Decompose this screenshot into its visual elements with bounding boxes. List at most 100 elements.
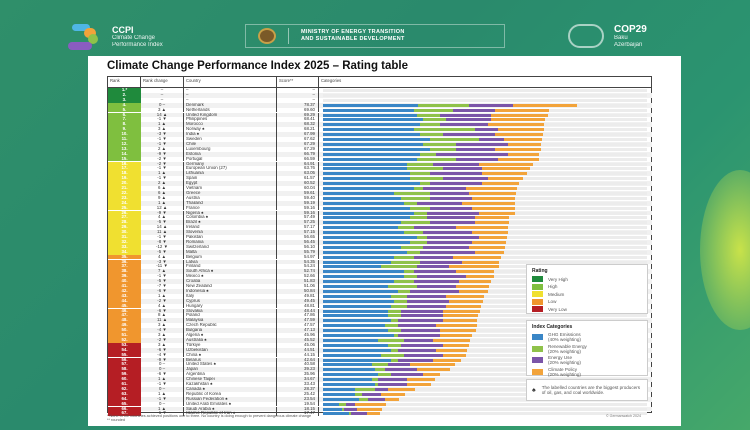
country-cell: –	[184, 97, 277, 103]
rank-change-cell: 4 ▲	[141, 303, 184, 309]
rank-change-cell: 2 ▲	[141, 146, 184, 152]
rank-cell: 20.	[108, 181, 141, 186]
category-bar-cell	[319, 337, 652, 343]
rank-cell: 15.	[108, 156, 141, 162]
score-cell: 47.59	[277, 318, 319, 324]
rank-cell: 11.	[108, 137, 141, 142]
rank-cell: 67.	[108, 411, 141, 417]
bar-track	[323, 118, 647, 122]
bar-segment-re	[384, 324, 398, 328]
rank-change-cell: -7 ▼	[141, 284, 184, 289]
bar-segment-ghg	[323, 245, 401, 249]
score-cell: 51.06	[277, 284, 319, 289]
country-cell: Russian Federation ♠	[184, 396, 277, 402]
rank-change-cell: -6 ▼	[141, 288, 184, 294]
category-bar-cell	[319, 367, 652, 373]
bar-segment-re	[429, 138, 479, 141]
bar-track	[323, 93, 647, 97]
country-cell: Islamic Republic of Iran ♠	[184, 411, 277, 417]
bar-track	[323, 260, 647, 264]
bar-track	[323, 196, 647, 200]
rank-cell: 28.	[108, 220, 141, 226]
rank-cell: 50.	[108, 328, 141, 333]
rank-change-cell: 1 ▲	[141, 122, 184, 128]
category-bar-cell	[319, 411, 652, 416]
rank-change-cell: 3 ▲	[141, 342, 184, 348]
rank-cell: 4.	[108, 102, 141, 108]
category-bar-cell	[319, 161, 652, 167]
header: CCPI Climate Change Performance Index MI…	[0, 0, 750, 55]
category-bar-cell	[319, 157, 652, 162]
category-bar-cell	[319, 377, 652, 382]
score-cell: 48.44	[277, 308, 319, 314]
table-row: 20. 2 ▲ Egypt 60.52	[108, 181, 652, 186]
bar-segment-ghg	[323, 167, 408, 171]
rank-change-cell: -12 ▼	[141, 244, 184, 250]
bar-segment-eu	[413, 255, 453, 259]
bar-segment-ghg	[323, 152, 421, 156]
bar-track	[323, 285, 647, 288]
bar-segment-re	[387, 285, 417, 288]
score-cell: 42.64	[277, 357, 319, 363]
legend-swatch	[532, 276, 543, 282]
rank-change-cell: -5 ▼	[141, 279, 184, 284]
column-header-change: Rank change	[141, 77, 184, 87]
country-cell: Morocco	[184, 122, 277, 128]
bar-segment-ghg	[323, 187, 414, 190]
divider	[288, 28, 289, 44]
category-bar-cell	[319, 98, 652, 103]
bar-segment-eu	[478, 138, 505, 141]
score-cell: 60.04	[277, 186, 319, 191]
score-cell: 17.47	[277, 411, 319, 417]
rank-change-cell: –	[141, 88, 184, 93]
category-bar-cell	[319, 225, 652, 230]
bar-segment-eu	[397, 358, 434, 362]
country-cell: Hungary	[184, 303, 277, 309]
table-row: 51. 3 ▲ Algeria ♠ 45.96	[108, 333, 651, 338]
rank-cell: 1.*	[108, 88, 141, 93]
rank-cell: 38.	[108, 269, 141, 275]
bar-track	[323, 338, 647, 342]
legend-swatch	[532, 283, 543, 290]
rank-change-cell: 3 ▲	[141, 333, 184, 338]
bar-segment-eu	[410, 289, 460, 293]
bar-segment-eu	[404, 338, 434, 342]
bar-segment-re	[400, 245, 424, 249]
cop-line2: Azerbaijan	[614, 41, 643, 48]
bar-track	[323, 211, 647, 215]
bar-segment-cp	[475, 250, 504, 254]
country-cell: Philippines	[184, 117, 277, 123]
bar-segment-re	[423, 142, 456, 146]
rank-change-cell: -1 ▼	[141, 117, 184, 123]
legend-label: Very Low	[548, 306, 567, 312]
bar-segment-cp	[468, 191, 517, 195]
score-cell: 59.19	[277, 200, 319, 206]
table-row: 30. 11 ▲ Slovenia 57.15	[108, 230, 652, 235]
rank-cell: 34.	[108, 249, 141, 255]
rank-change-cell: 3 ▲	[141, 323, 184, 329]
rank-cell: 16.	[108, 161, 141, 167]
bar-segment-eu	[436, 152, 508, 156]
bar-segment-cp	[449, 299, 484, 303]
rank-change-cell: -3 ▼	[141, 259, 184, 265]
bar-segment-ghg	[323, 157, 417, 161]
bar-segment-ghg	[323, 255, 395, 259]
bar-segment-re	[410, 216, 427, 220]
rank-change-cell: -5 ▼	[141, 220, 184, 226]
table-row: 14. -9 ▼ Estonia 66.79	[108, 151, 652, 157]
score-cell: 28.37	[277, 386, 319, 392]
bar-track	[323, 309, 647, 313]
cop-line1: Baku	[614, 35, 628, 41]
bar-segment-eu	[400, 314, 443, 318]
bar-segment-cp	[455, 270, 494, 274]
country-cell: Japan	[184, 367, 277, 373]
bar-segment-re	[397, 289, 411, 293]
category-bar-cell	[319, 362, 652, 367]
score-cell: 47.57	[277, 323, 319, 329]
score-cell: 59.40	[277, 195, 319, 201]
table-body: 1.* – – –2. – – –3. – – –4. 0 – Denmark 78.37 5. 3 ▲ Ne…	[108, 87, 652, 417]
rank-cell: 10.	[108, 132, 141, 137]
rank-cell: 41.	[108, 284, 141, 289]
bar-track	[323, 255, 647, 259]
bar-segment-ghg	[323, 138, 430, 141]
